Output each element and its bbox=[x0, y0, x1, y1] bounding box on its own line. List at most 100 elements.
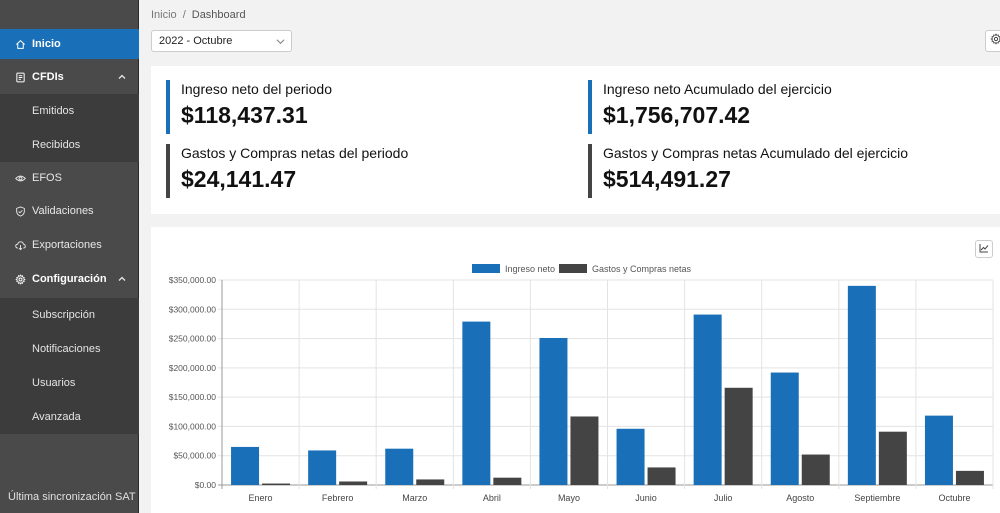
line-chart-icon bbox=[979, 240, 989, 258]
bar-ingreso-septiembre bbox=[847, 285, 876, 485]
x-tick-label: Mayo bbox=[558, 493, 580, 503]
bar-gastos-julio bbox=[724, 387, 753, 485]
sidebar-subitem-emitidos[interactable]: Emitidos bbox=[0, 94, 139, 128]
x-tick-label: Agosto bbox=[786, 493, 814, 503]
bar-gastos-octubre bbox=[955, 470, 984, 485]
sidebar-item-efos[interactable]: EFOS bbox=[0, 163, 139, 193]
sidebar-subitem-notificaciones[interactable]: Notificaciones bbox=[0, 332, 139, 366]
sidebar-item-label: Avanzada bbox=[32, 411, 81, 423]
bar-ingreso-junio bbox=[616, 428, 645, 485]
x-tick-label: Abril bbox=[483, 493, 501, 503]
x-tick-label: Marzo bbox=[402, 493, 427, 503]
sidebar-subitem-usuarios[interactable]: Usuarios bbox=[0, 366, 139, 400]
dashboard-settings-button[interactable] bbox=[985, 30, 1000, 52]
sidebar-subitem-recibidos[interactable]: Recibidos bbox=[0, 128, 139, 162]
bar-gastos-enero bbox=[262, 483, 291, 485]
y-tick-label: $100,000.00 bbox=[169, 421, 217, 431]
y-tick-label: $200,000.00 bbox=[169, 363, 217, 373]
legend-label: Ingreso neto bbox=[505, 264, 555, 274]
legend-swatch bbox=[472, 264, 500, 273]
bar-gastos-junio bbox=[647, 467, 676, 485]
bar-ingreso-agosto bbox=[770, 372, 799, 485]
kpi-value: $1,756,707.42 bbox=[603, 102, 751, 128]
sidebar: Inicio CFDIs Emitidos Recibidos EFOS Validaci… bbox=[0, 0, 139, 513]
chevron-up-icon bbox=[117, 72, 127, 82]
sidebar-item-label: CFDIs bbox=[32, 71, 64, 83]
breadcrumb-root[interactable]: Inicio bbox=[151, 9, 177, 21]
bar-gastos-septiembre bbox=[878, 431, 907, 485]
sidebar-item-label: Exportaciones bbox=[32, 239, 102, 251]
sidebar-item-label: Notificaciones bbox=[32, 343, 101, 355]
x-tick-label: Junio bbox=[635, 493, 657, 503]
bar-ingreso-enero bbox=[231, 446, 260, 485]
sidebar-item-validaciones[interactable]: Validaciones bbox=[0, 196, 139, 226]
sidebar-item-label: Emitidos bbox=[32, 105, 75, 117]
gear-icon bbox=[990, 32, 1000, 50]
kpi-color-bar bbox=[588, 80, 592, 134]
bar-ingreso-febrero bbox=[308, 450, 337, 485]
kpi-color-bar bbox=[588, 144, 592, 198]
sidebar-item-label: EFOS bbox=[32, 172, 62, 184]
bar-ingreso-octubre bbox=[924, 415, 953, 485]
period-select-value: 2022 - Octubre bbox=[159, 35, 233, 47]
chart-type-toggle-button[interactable] bbox=[975, 240, 993, 258]
chevron-up-icon bbox=[117, 274, 127, 284]
bar-ingreso-julio bbox=[693, 314, 722, 485]
kpi-label: Ingreso neto del periodo bbox=[181, 81, 332, 97]
sidebar-item-label: Configuración bbox=[32, 273, 107, 285]
bar-gastos-abril bbox=[493, 477, 522, 485]
breadcrumb-current: Dashboard bbox=[191, 9, 246, 21]
kpi-value: $118,437.31 bbox=[181, 102, 308, 128]
sidebar-item-inicio[interactable]: Inicio bbox=[0, 29, 139, 59]
x-tick-label: Enero bbox=[249, 493, 273, 503]
x-tick-label: Febrero bbox=[322, 493, 354, 503]
sidebar-item-label: Inicio bbox=[32, 38, 61, 50]
y-tick-label: $250,000.00 bbox=[169, 334, 217, 344]
kpi-label: Gastos y Compras netas Acumulado del eje… bbox=[603, 145, 909, 161]
kpi-value: $514,491.27 bbox=[603, 166, 731, 192]
cloud-download-icon bbox=[14, 239, 26, 251]
sidebar-item-label: Validaciones bbox=[32, 205, 94, 217]
bar-ingreso-abril bbox=[462, 321, 491, 485]
legend-label: Gastos y Compras netas bbox=[592, 264, 692, 274]
sync-status-text: Última sincronización SAT bbox=[8, 491, 136, 503]
bar-ingreso-marzo bbox=[385, 448, 414, 485]
bar-gastos-marzo bbox=[416, 479, 445, 485]
kpi-gastos-periodo: Gastos y Compras netas del periodo $24,1… bbox=[166, 144, 566, 198]
bar-gastos-mayo bbox=[570, 416, 599, 485]
y-tick-label: $150,000.00 bbox=[169, 392, 217, 402]
sidebar-subitem-subscripcion[interactable]: Subscripción bbox=[0, 298, 139, 332]
shield-check-icon bbox=[14, 205, 26, 217]
kpi-ingreso-acumulado: Ingreso neto Acumulado del ejercicio $1,… bbox=[588, 80, 988, 134]
bar-gastos-febrero bbox=[339, 481, 368, 485]
y-tick-label: $300,000.00 bbox=[169, 304, 217, 314]
x-tick-label: Septiembre bbox=[854, 493, 900, 503]
sidebar-item-label: Recibidos bbox=[32, 139, 81, 151]
y-tick-label: $350,000.00 bbox=[169, 275, 217, 285]
kpi-color-bar bbox=[166, 80, 170, 134]
kpi-ingreso-periodo: Ingreso neto del periodo $118,437.31 bbox=[166, 80, 566, 134]
x-tick-label: Octubre bbox=[938, 493, 970, 503]
sidebar-item-configuracion[interactable]: Configuración bbox=[0, 264, 139, 294]
kpi-summary-card: Ingreso neto del periodo $118,437.31 Ing… bbox=[151, 66, 1000, 214]
sidebar-item-label: Subscripción bbox=[32, 309, 95, 321]
sidebar-item-exportaciones[interactable]: Exportaciones bbox=[0, 230, 139, 260]
document-icon bbox=[14, 71, 26, 83]
breadcrumb: Inicio / Dashboard bbox=[151, 9, 246, 21]
gear-icon bbox=[14, 273, 26, 285]
sidebar-subitem-avanzada[interactable]: Avanzada bbox=[0, 400, 139, 434]
kpi-gastos-acumulado: Gastos y Compras netas Acumulado del eje… bbox=[588, 144, 988, 198]
y-tick-label: $50,000.00 bbox=[173, 451, 216, 461]
sidebar-item-cfdis[interactable]: CFDIs bbox=[0, 62, 139, 92]
sidebar-item-label: Usuarios bbox=[32, 377, 76, 389]
period-select[interactable]: 2022 - Octubre bbox=[151, 30, 292, 52]
kpi-label: Ingreso neto Acumulado del ejercicio bbox=[603, 81, 832, 97]
eye-icon bbox=[14, 172, 26, 184]
kpi-color-bar bbox=[166, 144, 170, 198]
home-icon bbox=[14, 38, 26, 50]
bar-ingreso-mayo bbox=[539, 337, 568, 485]
breadcrumb-separator: / bbox=[182, 9, 186, 21]
kpi-label: Gastos y Compras netas del periodo bbox=[181, 145, 409, 161]
chevron-down-icon bbox=[276, 37, 285, 46]
y-tick-label: $0.00 bbox=[195, 480, 217, 490]
